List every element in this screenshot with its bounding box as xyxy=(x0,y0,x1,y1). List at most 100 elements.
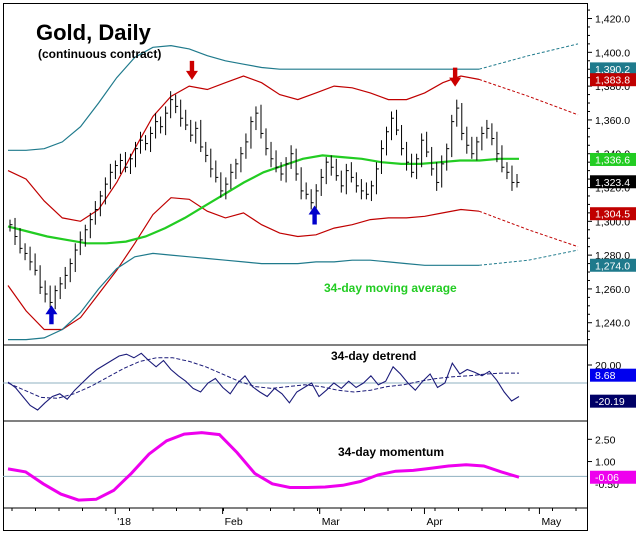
price-bar xyxy=(74,243,78,273)
price-bar xyxy=(441,155,445,188)
x-tick-label: May xyxy=(541,516,562,528)
value-badge-bg xyxy=(590,62,636,76)
price-bar xyxy=(486,119,490,139)
outer-upper-band-projection xyxy=(478,43,579,70)
price-bar xyxy=(481,126,485,151)
price-bar xyxy=(516,174,520,188)
price-bar xyxy=(496,131,500,163)
price-bar xyxy=(24,243,28,261)
price-bar xyxy=(215,160,219,183)
y-tick-label: 1,420.0 xyxy=(595,14,630,26)
price-bar xyxy=(506,162,510,180)
x-tick-label: Mar xyxy=(322,516,341,528)
value-badge: 1,304.5 xyxy=(590,207,636,221)
y-tick-label: 2.50 xyxy=(595,434,616,446)
value-badge: -0.06 xyxy=(590,470,636,484)
price-bar xyxy=(446,143,450,171)
price-bar xyxy=(200,119,204,153)
price-bar xyxy=(421,133,425,168)
price-bar xyxy=(129,153,133,174)
price-bar xyxy=(175,94,179,114)
price-bar xyxy=(330,155,334,176)
value-badge-text: 1,304.5 xyxy=(595,209,630,221)
price-bar xyxy=(150,126,154,153)
chart-title: Gold, Daily xyxy=(36,20,152,45)
x-axis: '18 Feb Mar Apr May xyxy=(11,508,577,528)
value-badge-bg xyxy=(590,470,636,484)
upper-band-line xyxy=(7,75,480,222)
price-bar xyxy=(501,145,505,173)
arrow-down-icon xyxy=(185,60,198,80)
price-bar xyxy=(265,128,269,156)
price-bar xyxy=(54,285,58,310)
price-bar xyxy=(145,135,149,151)
arrow-up-icon xyxy=(308,205,321,225)
price-bar xyxy=(64,266,68,289)
price-bar xyxy=(245,133,249,159)
price-bar xyxy=(230,163,234,190)
price-bar xyxy=(104,177,108,205)
value-badge: 1,383.8 xyxy=(590,73,636,87)
price-bar xyxy=(325,157,329,185)
momentum-label: 34-day momentum xyxy=(338,445,444,459)
value-badge-text: -20.19 xyxy=(595,396,625,408)
price-bar xyxy=(295,148,299,181)
price-bar xyxy=(44,280,48,303)
moving-average-line xyxy=(7,154,519,245)
price-bar xyxy=(14,217,18,245)
price-bar xyxy=(431,146,435,176)
price-bar xyxy=(190,119,194,142)
value-badge-text: 1,336.6 xyxy=(595,154,630,166)
outer-lower-band-line xyxy=(8,252,479,341)
price-bar xyxy=(79,231,83,256)
y-tick-label: 1,400.0 xyxy=(595,47,630,59)
value-badge-text: 8.68 xyxy=(595,370,616,382)
price-bar xyxy=(375,162,379,195)
price-bar xyxy=(320,168,324,196)
price-bar xyxy=(305,182,309,200)
value-badge-text: -0.06 xyxy=(595,472,619,484)
detrend-line xyxy=(7,352,520,411)
price-bar xyxy=(205,141,209,163)
detrend-label: 34-day detrend xyxy=(331,349,416,363)
price-bar xyxy=(255,106,259,131)
value-badge: 1,390.2 xyxy=(590,62,636,76)
price-bar xyxy=(240,146,244,173)
y-tick-label: 1.00 xyxy=(595,457,616,469)
chart-subtitle: (continuous contract) xyxy=(38,47,161,61)
price-bar xyxy=(416,153,420,180)
value-badge-text: 1,274.0 xyxy=(595,260,630,272)
price-bar xyxy=(365,182,369,200)
price-bar xyxy=(114,160,118,180)
price-bar xyxy=(350,162,354,183)
price-bar xyxy=(456,99,460,127)
price-bar xyxy=(275,150,279,173)
price-bands xyxy=(7,43,579,341)
price-bar xyxy=(109,163,113,190)
price-bar xyxy=(385,126,389,156)
price-bar xyxy=(49,285,53,308)
value-badges: 1,390.21,383.8 1,336.6 1,323.4 1,304.5 1,274… xyxy=(590,62,636,484)
lower-band-projection xyxy=(478,210,579,248)
price-bar xyxy=(436,162,440,191)
price-bar xyxy=(119,153,123,174)
price-bar xyxy=(210,148,214,178)
price-bar xyxy=(300,167,304,200)
value-badge: 8.68 xyxy=(590,368,636,382)
price-bar xyxy=(491,123,495,146)
price-bar xyxy=(380,140,384,174)
price-bar xyxy=(310,189,314,210)
y-tick-label: 1,360.0 xyxy=(595,115,630,127)
price-bar xyxy=(345,163,349,195)
value-badge-bg xyxy=(590,73,636,87)
price-bar xyxy=(170,91,174,119)
price-bar xyxy=(19,228,23,254)
value-badge-bg xyxy=(590,394,636,408)
value-badge-text: 1,390.2 xyxy=(595,64,630,76)
price-bar xyxy=(69,258,73,283)
value-badge: 1,323.4 xyxy=(590,175,636,189)
lower-band-line xyxy=(7,197,480,331)
price-bar xyxy=(59,277,63,300)
value-badge-bg xyxy=(590,368,636,382)
